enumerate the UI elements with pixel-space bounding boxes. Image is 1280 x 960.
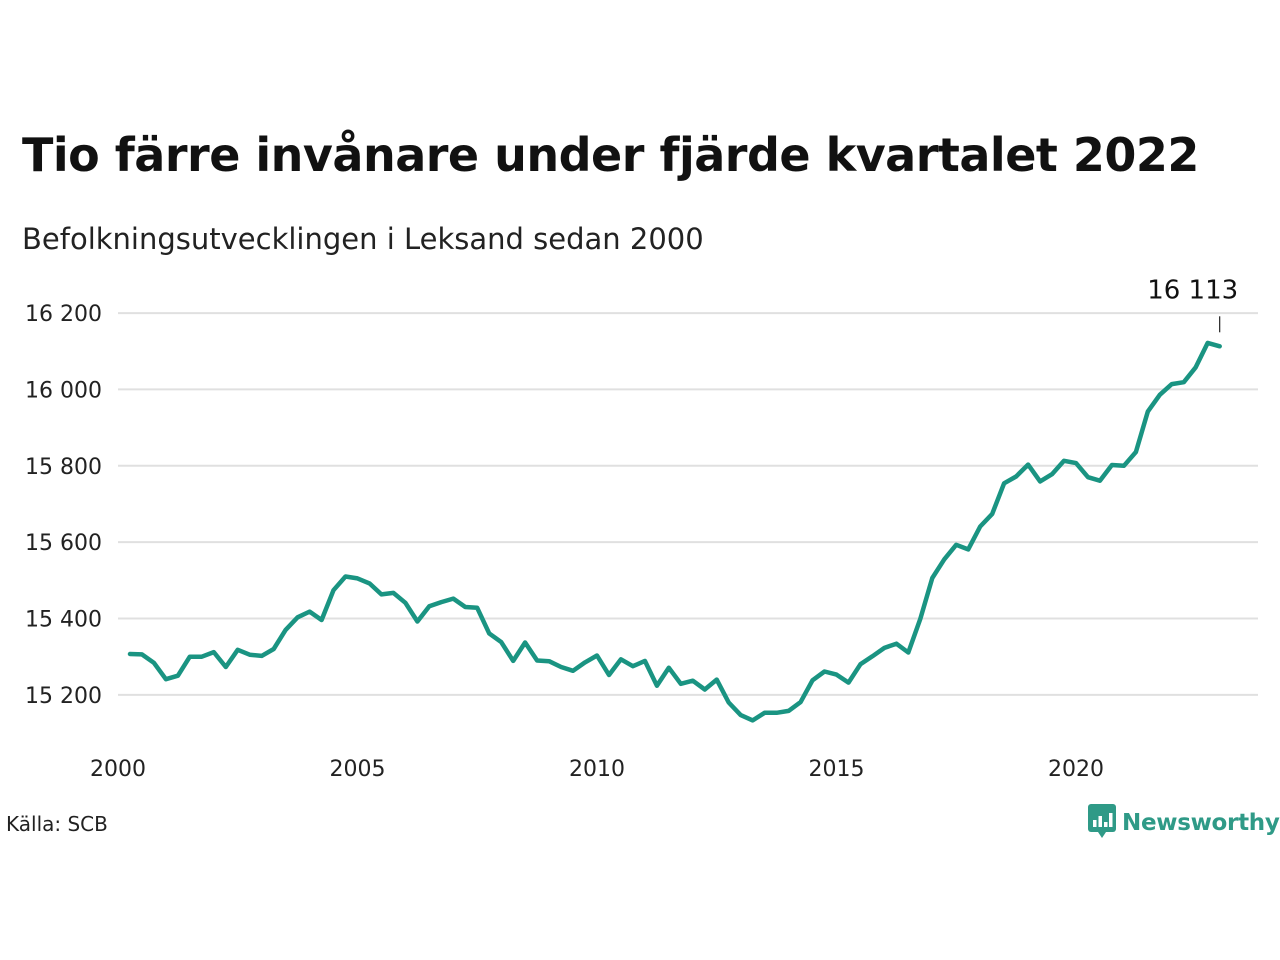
bar-chart-speech-bubble-icon (1088, 804, 1116, 842)
x-tick-label: 2015 (808, 757, 864, 782)
newsworthy-logo: Newsworthy (1088, 804, 1280, 842)
y-tick-label: 16 200 (25, 302, 102, 327)
end-value-label: 16 113 (1147, 275, 1238, 305)
y-tick-label: 15 200 (25, 684, 102, 709)
chart-title: Tio färre invånare under fjärde kvartale… (22, 128, 1199, 182)
y-tick-label: 15 400 (25, 607, 102, 632)
x-tick-label: 2000 (90, 757, 146, 782)
x-axis-tick-labels: 2000 2005 2010 2015 2020 (90, 757, 1104, 782)
series-line-0 (127, 340, 1222, 723)
line-chart: 15 200 15 400 15 600 15 800 16 000 16 200 200… (25, 275, 1258, 782)
y-tick-label: 15 800 (25, 455, 102, 480)
y-axis-tick-labels: 15 200 15 400 15 600 15 800 16 000 16 200 (25, 302, 102, 709)
y-tick-label: 16 000 (25, 378, 102, 403)
end-annotation: 16 113 (1147, 275, 1238, 333)
chart-subtitle: Befolkningsutvecklingen i Leksand sedan … (22, 222, 704, 256)
series-layer (127, 340, 1222, 723)
y-tick-label: 15 600 (25, 531, 102, 556)
gridlines (118, 312, 1258, 696)
source-note: Källa: SCB (6, 812, 108, 836)
x-tick-label: 2005 (329, 757, 385, 782)
x-tick-label: 2020 (1048, 757, 1104, 782)
brand-name: Newsworthy (1122, 810, 1280, 836)
x-tick-label: 2010 (569, 757, 625, 782)
